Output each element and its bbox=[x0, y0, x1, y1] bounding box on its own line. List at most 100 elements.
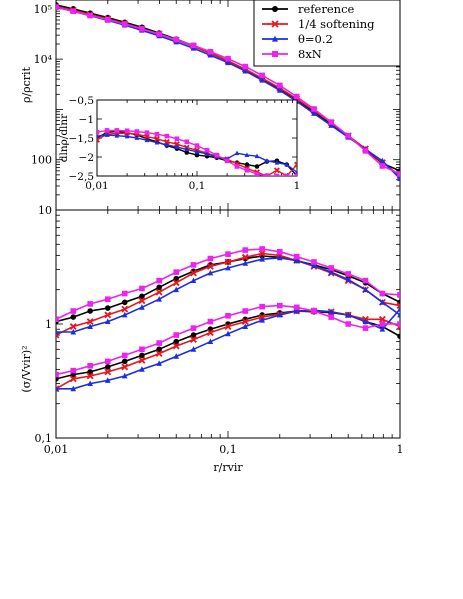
marker-square bbox=[164, 133, 170, 139]
marker-triangle bbox=[225, 264, 231, 271]
marker-circle bbox=[121, 358, 128, 365]
x-tick-label: 0,01 bbox=[44, 443, 69, 456]
marker-circle bbox=[104, 364, 111, 370]
marker-square bbox=[272, 51, 278, 57]
marker-square bbox=[294, 173, 297, 176]
x-tick-label: 1 bbox=[397, 443, 404, 456]
marker-square bbox=[259, 303, 265, 310]
marker-square bbox=[207, 48, 214, 55]
marker-triangle bbox=[397, 305, 400, 312]
marker-circle bbox=[56, 376, 59, 382]
marker-cross bbox=[97, 136, 100, 143]
marker-square bbox=[114, 128, 120, 133]
marker-square bbox=[121, 21, 128, 27]
marker-square bbox=[70, 8, 77, 14]
marker-circle bbox=[70, 314, 77, 320]
marker-triangle bbox=[121, 311, 128, 318]
marker-circle bbox=[190, 332, 197, 338]
marker-cross bbox=[69, 323, 77, 330]
marker-square bbox=[328, 314, 334, 320]
marker-triangle bbox=[225, 330, 231, 337]
series-layer bbox=[56, 2, 400, 393]
marker-square bbox=[204, 147, 210, 153]
marker-cross bbox=[172, 279, 180, 287]
marker-square bbox=[311, 106, 317, 112]
marker-cross bbox=[155, 350, 163, 358]
marker-triangle bbox=[121, 372, 128, 379]
marker-square bbox=[214, 152, 220, 158]
marker-triangle bbox=[144, 137, 150, 143]
marker-square bbox=[244, 168, 250, 173]
x-tick-label: 0,1 bbox=[219, 443, 237, 456]
marker-square bbox=[190, 325, 197, 331]
legend-box bbox=[253, 0, 401, 67]
marker-square bbox=[225, 313, 231, 319]
marker-triangle bbox=[190, 277, 197, 284]
marker-cross bbox=[224, 323, 232, 330]
marker-triangle bbox=[56, 328, 59, 335]
marker-cross bbox=[294, 161, 297, 168]
marker-square bbox=[87, 301, 93, 307]
marker-circle bbox=[104, 305, 111, 311]
marker-cross bbox=[241, 253, 249, 261]
series--0-2 bbox=[56, 305, 400, 392]
marker-square bbox=[144, 130, 150, 135]
marker-triangle bbox=[272, 35, 278, 42]
inset-y-tick-label: −1,5 bbox=[69, 133, 95, 145]
marker-square bbox=[134, 129, 140, 134]
series-8xn bbox=[56, 4, 400, 177]
marker-triangle bbox=[362, 286, 369, 293]
marker-circle bbox=[139, 352, 145, 359]
marker-square bbox=[225, 55, 231, 62]
marker-circle bbox=[272, 6, 278, 12]
marker-cross bbox=[86, 318, 94, 326]
marker-square bbox=[242, 247, 249, 253]
marker-triangle bbox=[184, 146, 190, 152]
marker-square bbox=[234, 164, 240, 169]
marker-square bbox=[242, 308, 249, 314]
marker-circle bbox=[173, 338, 180, 345]
marker-triangle bbox=[264, 158, 270, 163]
marker-cross bbox=[206, 329, 214, 337]
marker-cross bbox=[163, 138, 170, 145]
marker-cross bbox=[190, 269, 197, 277]
marker-square bbox=[397, 292, 400, 298]
marker-circle bbox=[173, 275, 180, 282]
marker-square bbox=[276, 302, 283, 309]
legend-label: reference bbox=[298, 2, 355, 16]
marker-triangle bbox=[204, 151, 210, 156]
marker-triangle bbox=[154, 139, 160, 145]
marker-triangle bbox=[311, 110, 317, 116]
marker-triangle bbox=[379, 299, 386, 305]
marker-cross bbox=[273, 167, 280, 174]
marker-triangle bbox=[174, 144, 180, 150]
marker-cross bbox=[121, 363, 129, 371]
marker-square bbox=[259, 246, 265, 252]
series-1-4-softening bbox=[56, 307, 400, 393]
marker-square bbox=[397, 171, 400, 177]
series-8xn bbox=[56, 246, 400, 323]
marker-square bbox=[56, 4, 59, 10]
marker-triangle bbox=[259, 316, 265, 323]
marker-triangle bbox=[259, 77, 265, 83]
x-axis-label: r/rvir bbox=[213, 461, 243, 474]
marker-triangle bbox=[225, 59, 231, 66]
marker-square bbox=[87, 362, 93, 369]
marker-circle bbox=[87, 308, 93, 314]
marker-cross bbox=[271, 20, 279, 28]
marker-triangle bbox=[274, 160, 280, 165]
y-tick-label: 10 bbox=[38, 204, 52, 217]
marker-square bbox=[139, 285, 145, 292]
inset-y-tick-label: −0,5 bbox=[69, 95, 95, 107]
marker-square bbox=[139, 26, 145, 32]
inset-series--0-2 bbox=[97, 132, 297, 175]
marker-triangle bbox=[284, 161, 290, 167]
marker-square bbox=[225, 251, 231, 257]
marker-square bbox=[345, 321, 352, 327]
marker-triangle bbox=[173, 353, 180, 359]
marker-cross bbox=[396, 302, 400, 310]
marker-square bbox=[121, 290, 128, 297]
marker-square bbox=[362, 325, 369, 331]
marker-triangle bbox=[242, 67, 249, 74]
marker-square bbox=[293, 93, 300, 100]
